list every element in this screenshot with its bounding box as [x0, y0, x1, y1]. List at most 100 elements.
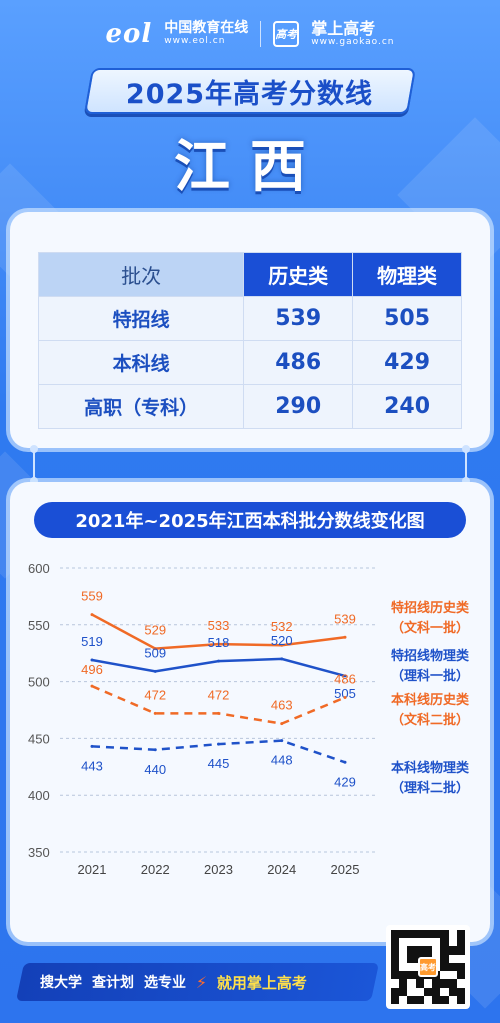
- data-point: [280, 739, 284, 743]
- qr-module: [456, 954, 465, 963]
- data-point: [90, 658, 94, 662]
- eol-brand-name: 中国教育在线: [164, 20, 249, 37]
- qr-module: [440, 987, 449, 996]
- data-label: 520: [271, 633, 293, 648]
- qr-module: [391, 930, 400, 939]
- data-point: [217, 659, 220, 663]
- qr-module: [440, 995, 449, 1004]
- data-point: [343, 760, 347, 764]
- qr-module: [440, 979, 449, 988]
- qr-module: [448, 987, 457, 996]
- qr-module: [456, 979, 465, 988]
- slogan-item: 查计划: [92, 975, 134, 991]
- qr-module: [440, 930, 449, 939]
- title-banner: 2025年高考分数线: [83, 68, 417, 114]
- qr-module: [432, 946, 441, 955]
- data-label: 448: [271, 753, 293, 768]
- y-tick-label: 450: [28, 731, 50, 746]
- data-point: [90, 684, 94, 688]
- data-label: 539: [334, 611, 356, 626]
- legend-label: 特招线物理类: [391, 648, 470, 664]
- qr-module: [399, 971, 408, 980]
- qr-module: [391, 938, 400, 947]
- qr-module: [432, 930, 441, 939]
- qr-module: [415, 938, 424, 947]
- province-name: 江西: [174, 135, 326, 200]
- legend-sublabel: （理科一批）: [391, 668, 469, 684]
- data-label: 519: [81, 634, 103, 649]
- footer: 搜大学 查计划 选专业 ⚡ 就用掌上高考 高考: [15, 925, 480, 1009]
- slogan-cta: 就用掌上高考: [217, 973, 308, 992]
- data-label: 509: [144, 645, 166, 660]
- qr-module: [399, 954, 408, 963]
- eol-brand: 中国教育在线 www.eol.cn: [164, 20, 249, 46]
- qr-module: [407, 954, 416, 963]
- qr-module: [448, 995, 457, 1004]
- page-title: 2025年高考分数线: [126, 78, 374, 110]
- data-point: [153, 711, 157, 715]
- data-point: [153, 748, 157, 752]
- qr-code[interactable]: 高考: [386, 925, 470, 1009]
- data-point: [280, 643, 284, 647]
- qr-module: [399, 962, 408, 972]
- y-tick-label: 350: [28, 845, 50, 860]
- x-tick-label: 2024: [267, 862, 296, 877]
- qr-logo-icon: 高考: [418, 957, 438, 977]
- logo-divider: [260, 21, 262, 47]
- qr-module: [456, 946, 465, 955]
- row-label: 本科线: [37, 340, 245, 385]
- history-score: 539: [243, 296, 354, 341]
- data-label: 463: [271, 698, 293, 713]
- qr-module: [440, 954, 449, 963]
- qr-module: [391, 954, 400, 963]
- data-label: 518: [208, 635, 230, 650]
- lightning-icon: ⚡: [196, 972, 208, 992]
- qr-module: [448, 971, 457, 980]
- qr-module: [391, 995, 400, 1004]
- qr-module: [423, 979, 433, 988]
- qr-module: [407, 987, 416, 996]
- qr-module: [391, 987, 400, 996]
- qr-module: [456, 987, 465, 996]
- qr-module: [448, 930, 457, 939]
- chart-card: 2021年~2025年江西本科批分数线变化图 600 550 500 450 400 35…: [10, 482, 490, 942]
- gaokao-brand: 掌上高考 www.gaokao.cn: [311, 20, 394, 47]
- legend-sublabel: （文科一批）: [391, 620, 469, 636]
- qr-module: [391, 971, 400, 980]
- qr-module: [440, 938, 449, 947]
- connector-left: [30, 445, 38, 485]
- legend-label: 本科线历史类: [391, 692, 470, 708]
- data-point: [153, 647, 157, 651]
- legend-label: 特招线历史类: [391, 600, 470, 616]
- qr-module: [423, 938, 433, 947]
- data-point: [90, 744, 94, 748]
- qr-module: [448, 938, 457, 947]
- qr-module: [399, 946, 408, 955]
- qr-module: [415, 987, 424, 996]
- slogan-bar: 搜大学 查计划 选专业 ⚡ 就用掌上高考: [15, 963, 380, 1001]
- x-tick-label: 2021: [78, 862, 107, 877]
- qr-module: [448, 979, 457, 988]
- score-table: 批次 历史类 物理类 特招线 539 505 本科线 486 429 高职（专科…: [37, 252, 462, 429]
- table-row: 本科线 486 429: [37, 340, 462, 385]
- x-tick-label: 2025: [331, 862, 360, 877]
- gaokao-brand-url: www.gaokao.cn: [311, 36, 395, 47]
- header-logos: eol 中国教育在线 www.eol.cn 高考 掌上高考 www.gaokao…: [0, 16, 500, 52]
- qr-module: [399, 930, 408, 939]
- row-label: 高职（专科）: [37, 384, 245, 429]
- qr-module: [407, 930, 416, 939]
- qr-module: [407, 946, 416, 955]
- line-chart: 600 550 500 450 400 350 2021 2022 2023 2024 2025 55…: [28, 561, 470, 877]
- eol-brand-url: www.eol.cn: [164, 35, 226, 46]
- qr-module: [399, 979, 408, 988]
- qr-module: [456, 930, 465, 939]
- qr-module: [456, 962, 465, 972]
- qr-module: [399, 995, 408, 1004]
- data-point: [343, 635, 347, 639]
- data-label: 559: [81, 589, 103, 604]
- row-label: 特招线: [37, 296, 245, 341]
- x-tick-label: 2023: [204, 862, 233, 877]
- qr-module: [456, 938, 465, 947]
- chart-title: 2021年~2025年江西本科批分数线变化图: [34, 502, 466, 538]
- qr-module: [440, 962, 449, 972]
